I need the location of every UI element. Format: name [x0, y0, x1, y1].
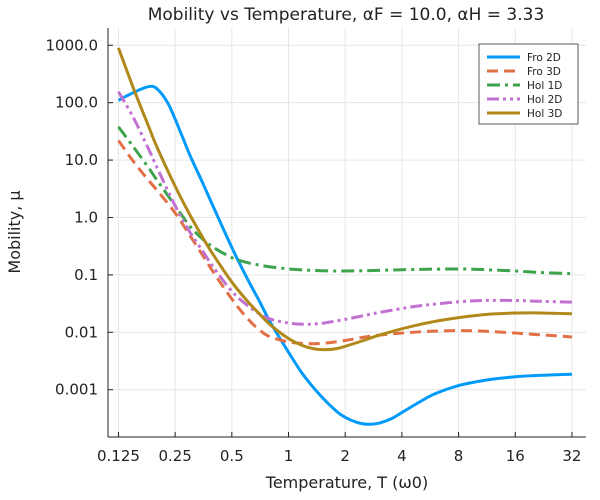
- y-tick-label: 0.1: [74, 266, 98, 284]
- legend-label: Hol 3D: [527, 108, 562, 120]
- series-line-fro-3d: [117, 139, 573, 346]
- x-tick-label: 4: [397, 447, 407, 465]
- tick-labels: 0.125 0.25 0.5 1 2 4 8 16 32 0.001 0.01 0.1 1.0 10.0 1…: [46, 36, 582, 465]
- legend-label: Fro 2D: [527, 52, 561, 64]
- y-tick-label: 100.0: [55, 94, 98, 112]
- series-line-hol-2d: [117, 91, 572, 326]
- x-tick-label: 0.25: [158, 447, 191, 465]
- chart-title: Mobility vs Temperature, αF = 10.0, αH =…: [148, 5, 545, 25]
- x-tick-label: 32: [562, 447, 581, 465]
- x-tick-label: 1: [284, 447, 294, 465]
- x-tick-label: 2: [340, 447, 350, 465]
- series-line-hol-3d: [117, 47, 572, 352]
- grid-lines: [108, 28, 586, 437]
- y-tick-label: 10.0: [65, 151, 98, 169]
- x-tick-label: 0.125: [97, 447, 140, 465]
- data-series: [117, 47, 573, 426]
- x-tick-label: 8: [454, 447, 464, 465]
- y-tick-label: 1000.0: [46, 36, 99, 54]
- x-tick-label: 16: [506, 447, 525, 465]
- y-axis-label: Mobility, μ: [5, 190, 24, 273]
- axes: [107, 28, 586, 438]
- series-line-fro-2d: [117, 84, 573, 426]
- x-tick-label: 0.5: [220, 447, 244, 465]
- legend-label: Hol 2D: [527, 94, 562, 106]
- y-tick-label: 0.001: [55, 381, 98, 399]
- series-line-hol-1d: [117, 125, 573, 276]
- legend-label: Hol 1D: [527, 80, 562, 92]
- y-tick-label: 0.01: [65, 323, 98, 341]
- legend: Fro 2D Fro 3D Hol 1D Hol 2D Hol 3D: [478, 43, 579, 125]
- x-axis-label: Temperature, T (ω0): [265, 473, 428, 492]
- legend-label: Fro 3D: [527, 66, 561, 78]
- y-tick-label: 1.0: [74, 208, 98, 226]
